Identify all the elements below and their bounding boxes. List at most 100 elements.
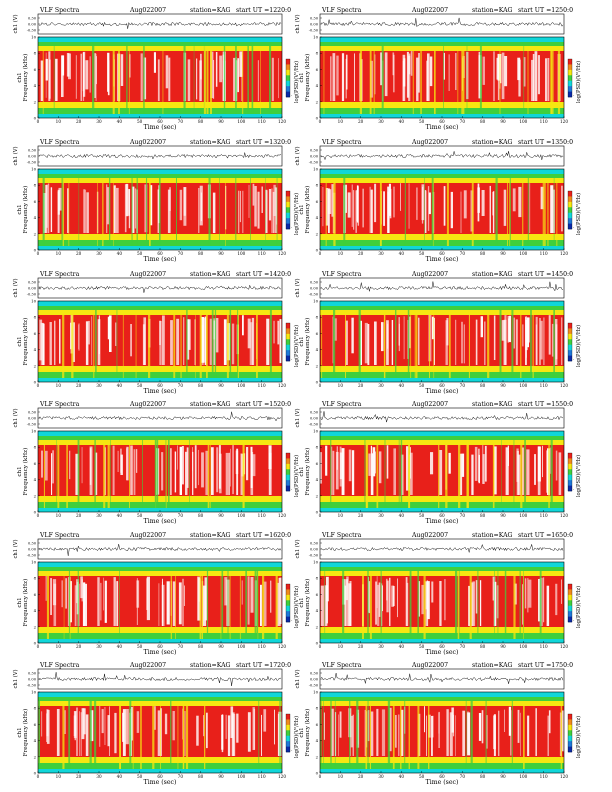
spectrogram-streak: [550, 185, 554, 233]
spectrogram-streak: [276, 178, 278, 246]
spectrogram-streak: [555, 583, 558, 616]
spectrogram-streak: [223, 46, 226, 114]
spectrogram-streak: [157, 59, 160, 101]
spectrogram-streak: [481, 710, 484, 744]
spectrogram-lower-yellow: [38, 496, 282, 502]
spectrogram-streak: [556, 178, 558, 246]
spectrogram-streak: [527, 46, 529, 114]
spectrogram-streak: [369, 46, 372, 114]
spectrogram-streak: [203, 715, 205, 737]
spectrogram-streak: [352, 714, 354, 756]
spectrogram-streak: [43, 440, 45, 508]
spectrogram-streak: [80, 576, 83, 599]
panel-date: Aug022007: [129, 7, 166, 14]
spectrogram-xtick-label: 10: [338, 774, 344, 779]
spectrogram-streak: [381, 583, 383, 626]
spectrogram-streak: [112, 445, 115, 495]
spectrogram-streak: [250, 446, 253, 488]
spectrogram-streak: [406, 446, 409, 491]
spectrogram-streak: [104, 580, 107, 623]
spectrogram-streak: [109, 315, 112, 352]
spectrogram-streak: [501, 320, 505, 341]
spectrogram-streak: [548, 710, 551, 734]
spectrogram-xtick-label: 100: [519, 251, 527, 256]
spectrogram-streak: [248, 184, 250, 218]
colorbar-segment: [286, 469, 290, 476]
spectrogram-streak: [214, 310, 217, 378]
spectrogram-streak: [487, 310, 490, 378]
spectrogram-streak: [69, 581, 72, 623]
spectrogram-streak: [94, 440, 96, 508]
spectrogram-ylabel: Frequency (kHz): [22, 448, 29, 496]
spectrogram-ytick-label: 2: [316, 99, 319, 104]
spectrogram-streak: [439, 450, 443, 495]
panel-date: Aug022007: [411, 271, 448, 278]
spectrogram-ytick-label: 4: [34, 477, 37, 482]
spectrogram-upper-transition: [320, 174, 564, 178]
spectrogram-streak: [241, 55, 243, 101]
spectrogram-streak: [426, 715, 427, 756]
panel-station: station=KAG: [472, 401, 513, 408]
spectrogram-streak: [404, 178, 406, 246]
colorbar-segment: [286, 323, 290, 329]
spectrogram-streak: [133, 449, 136, 495]
spectrogram-streak: [384, 310, 386, 378]
colorbar-segment: [568, 218, 572, 224]
spectrogram-streak: [503, 189, 507, 226]
spectrogram-streak: [381, 322, 384, 352]
spectrogram-streak: [84, 583, 87, 626]
spectrogram-streak: [482, 56, 485, 85]
spectrogram-streak: [229, 310, 232, 378]
spectrogram-streak: [416, 187, 418, 220]
spectrogram-streak: [52, 450, 54, 484]
spectrogram-xtick-label: 60: [157, 774, 163, 779]
spectrogram-streak: [543, 317, 545, 365]
waveform-ylabel: ch1 (V): [12, 279, 19, 298]
spectrogram-streak: [479, 580, 482, 626]
spectrogram-streak: [86, 192, 89, 233]
spectrogram-streak: [81, 708, 85, 740]
spectrogram-ytick-label: 8: [316, 183, 319, 188]
waveform-frame: [319, 145, 565, 167]
spectrogram-streak: [324, 571, 326, 639]
colorbar-segment: [568, 605, 572, 612]
spectrogram-xtick-label: 10: [56, 513, 62, 518]
spectrogram-streak: [184, 585, 185, 606]
colorbar-label: log(PSD)(V²/Hz): [575, 61, 582, 103]
panel-station: station=KAG: [190, 7, 231, 14]
spectrogram-streak: [501, 440, 502, 508]
waveform-frame: [319, 668, 565, 690]
waveform-ytick-label: 0.00: [310, 23, 319, 27]
spectrogram-streak: [172, 711, 175, 741]
spectrogram-streak: [381, 709, 386, 756]
spectrogram-streak: [148, 310, 151, 378]
spectrogram-streak: [320, 585, 324, 626]
colorbar-segment: [568, 91, 572, 98]
spectrogram-streak: [269, 310, 272, 378]
colorbar-tick-label: -: [573, 226, 575, 230]
spectrogram-streak: [110, 440, 111, 508]
waveform-ytick-label: -0.30: [27, 29, 37, 33]
spectrogram-streak: [420, 46, 422, 114]
spectrogram-streak: [408, 701, 410, 769]
spectrogram-xtick-label: 60: [439, 251, 445, 256]
spectrogram-channel-label: ch1: [17, 597, 23, 607]
waveform-ylabel: ch1 (V): [294, 540, 301, 559]
spectrogram-streak: [404, 701, 406, 769]
spectrogram-streak: [431, 581, 434, 603]
spectrogram-xtick-label: 80: [198, 383, 204, 388]
spectrogram-streak: [231, 712, 235, 756]
spectrogram-streak: [561, 317, 563, 365]
spectrogram-streak: [402, 54, 406, 101]
spectrogram-streak: [377, 584, 380, 626]
spectrogram-streak: [392, 701, 395, 769]
spectrogram-streak: [379, 178, 382, 246]
spectrogram-streak: [463, 324, 465, 364]
spectrogram-ylabel: Frequency (kHz): [22, 186, 29, 234]
spectrogram-streak: [512, 188, 516, 212]
spectrogram-streak: [519, 571, 521, 639]
panel-start-ut: start UT =1520:0: [236, 401, 291, 408]
spectrogram-streak: [246, 447, 249, 481]
spectrogram-ytick-label: 2: [34, 99, 37, 104]
spectrogram-streak: [113, 185, 116, 233]
